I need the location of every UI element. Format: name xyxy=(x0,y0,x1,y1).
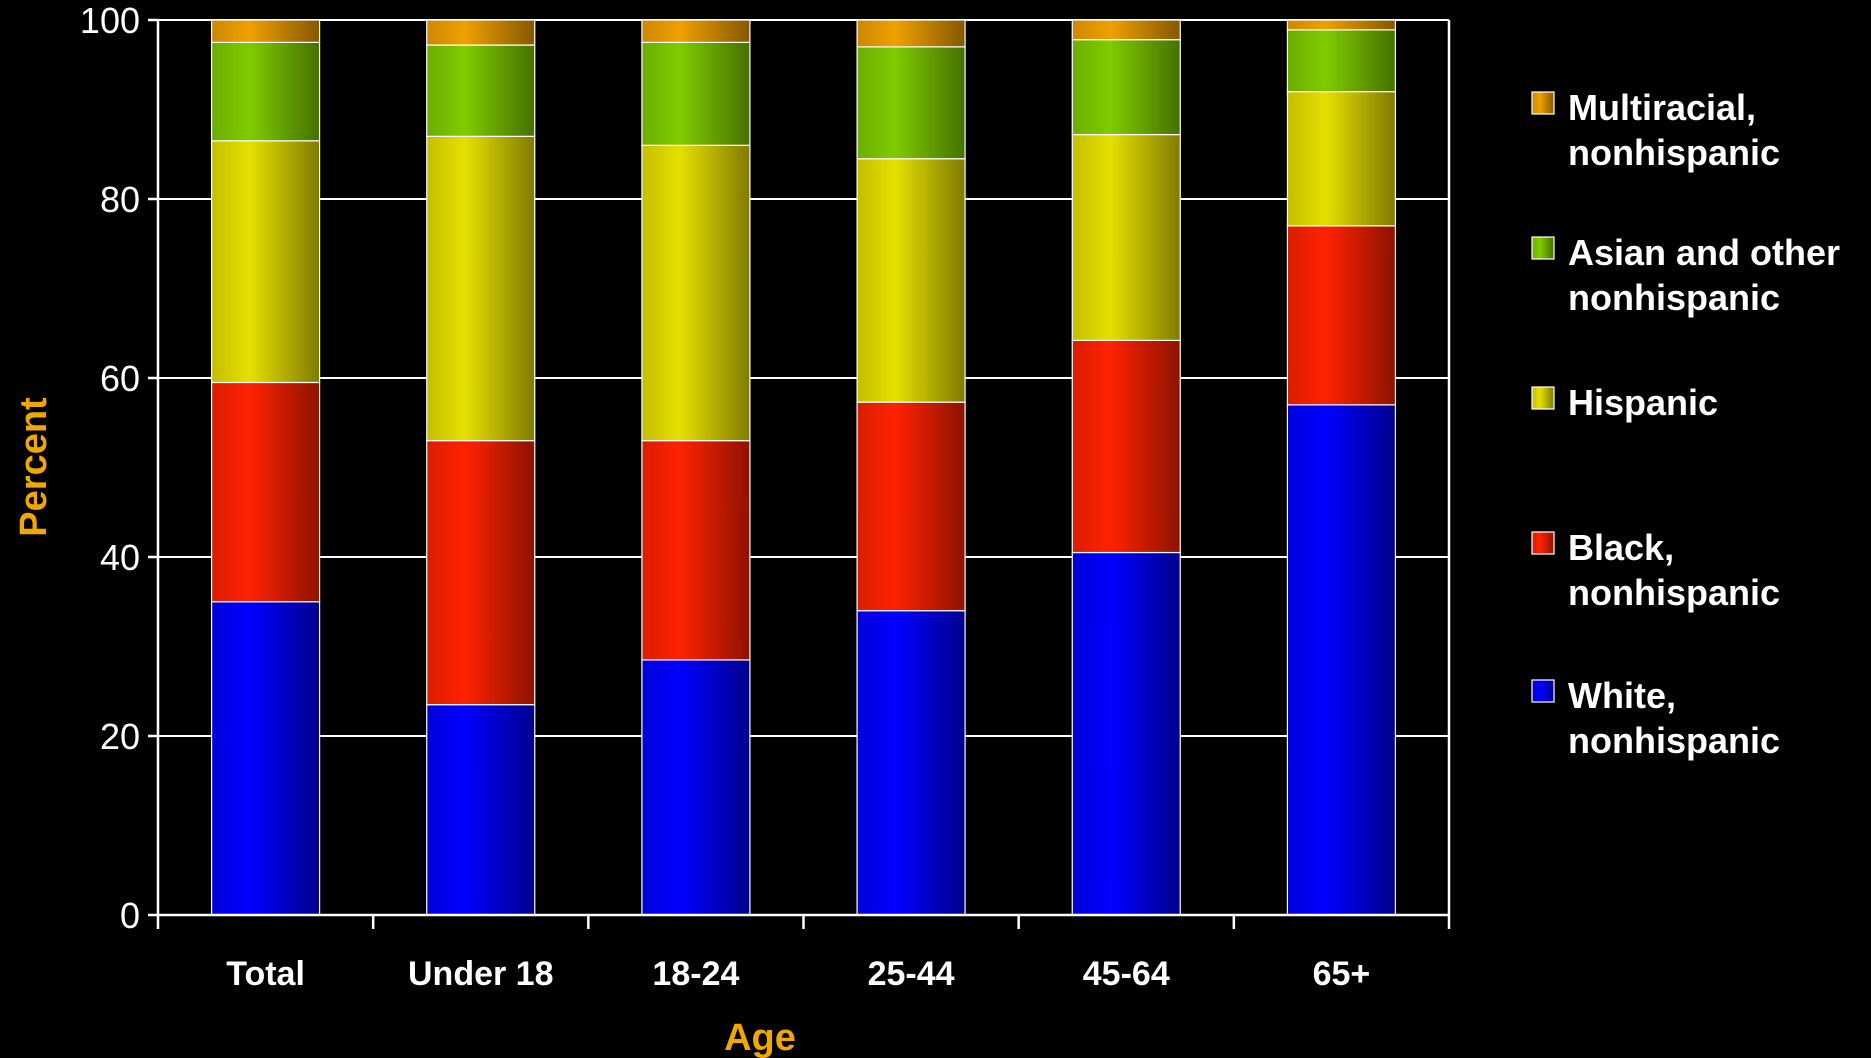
legend-swatch xyxy=(1531,91,1555,115)
legend-swatch xyxy=(1531,386,1555,410)
bar-stack xyxy=(641,19,751,916)
bar-stack xyxy=(1071,19,1181,916)
bar-segment xyxy=(641,19,751,43)
x-tick-label: 65+ xyxy=(1313,955,1371,993)
y-tick-label: 100 xyxy=(80,0,140,41)
bar-segment xyxy=(210,601,321,916)
y-tick-label: 80 xyxy=(100,179,140,220)
bar-segment xyxy=(641,440,751,661)
bar-segment xyxy=(1071,39,1181,136)
bar-segment xyxy=(1071,19,1181,41)
bar-segment xyxy=(856,401,966,612)
legend-label: nonhispanic xyxy=(1568,277,1780,318)
bar-segment xyxy=(210,41,321,142)
bar-segment xyxy=(426,135,536,442)
legend-item: White,nonhispanic xyxy=(1531,675,1780,761)
y-tick-label: 60 xyxy=(100,358,140,399)
x-tick-label: Total xyxy=(226,955,305,993)
bar-segment xyxy=(426,44,536,137)
bar-segment xyxy=(641,144,751,442)
bar-stack xyxy=(856,19,966,916)
legend-swatch xyxy=(1531,679,1555,703)
legend-label: nonhispanic xyxy=(1568,572,1780,613)
bar-segment xyxy=(1071,133,1181,342)
bar-segment xyxy=(856,46,966,160)
y-axis-title: Percent xyxy=(13,397,55,537)
bar-segment xyxy=(426,19,536,46)
bar-stack xyxy=(1286,19,1397,916)
axes xyxy=(148,18,1451,929)
bar-segment xyxy=(856,158,966,403)
bar-segment xyxy=(1286,90,1397,227)
legend-label: Asian and other xyxy=(1568,232,1840,273)
y-tick-label: 40 xyxy=(100,537,140,578)
bar-segment xyxy=(1071,551,1181,916)
x-tick-label: 45-64 xyxy=(1083,955,1170,993)
bar-segment xyxy=(210,140,321,384)
bar-segment xyxy=(1071,339,1181,554)
bars xyxy=(210,19,1397,916)
legend-label: Hispanic xyxy=(1568,382,1718,423)
bar-segment xyxy=(641,41,751,146)
legend-item: Multiracial,nonhispanic xyxy=(1531,87,1780,173)
x-tick-label: 18-24 xyxy=(652,955,739,993)
bar-segment xyxy=(1286,29,1397,93)
legend-label: Black, xyxy=(1568,527,1674,568)
y-tick-label: 0 xyxy=(120,895,140,936)
legend-swatch xyxy=(1531,531,1555,555)
tick-labels: Total Under 18 18-24 25-44 45-64 65+ 0 20 40 60 80… xyxy=(80,0,1370,993)
bar-segment xyxy=(210,19,321,43)
bar-segment xyxy=(641,659,751,916)
bar-segment xyxy=(1286,225,1397,406)
y-tick-label: 20 xyxy=(100,716,140,757)
bar-stack xyxy=(210,19,321,916)
bar-segment xyxy=(856,19,966,48)
bar-segment xyxy=(856,610,966,916)
legend-label: nonhispanic xyxy=(1568,132,1780,173)
bar-segment xyxy=(426,440,536,706)
x-axis-title: Age xyxy=(724,1017,796,1058)
legend-label: Multiracial, xyxy=(1568,87,1756,128)
legend-item: Hispanic xyxy=(1531,382,1718,423)
gridlines xyxy=(158,19,1449,737)
legend-item: Black,nonhispanic xyxy=(1531,527,1780,613)
x-tick-label: Under 18 xyxy=(408,955,554,993)
bar-segment xyxy=(426,704,536,916)
bar-segment xyxy=(1286,404,1397,916)
bar-stack xyxy=(426,19,536,916)
legend-label: White, xyxy=(1568,675,1676,716)
bar-segment xyxy=(210,381,321,603)
legend-swatch xyxy=(1531,236,1555,260)
x-tick-label: 25-44 xyxy=(868,955,955,993)
bar-segment xyxy=(1286,19,1397,31)
legend-label: nonhispanic xyxy=(1568,720,1780,761)
